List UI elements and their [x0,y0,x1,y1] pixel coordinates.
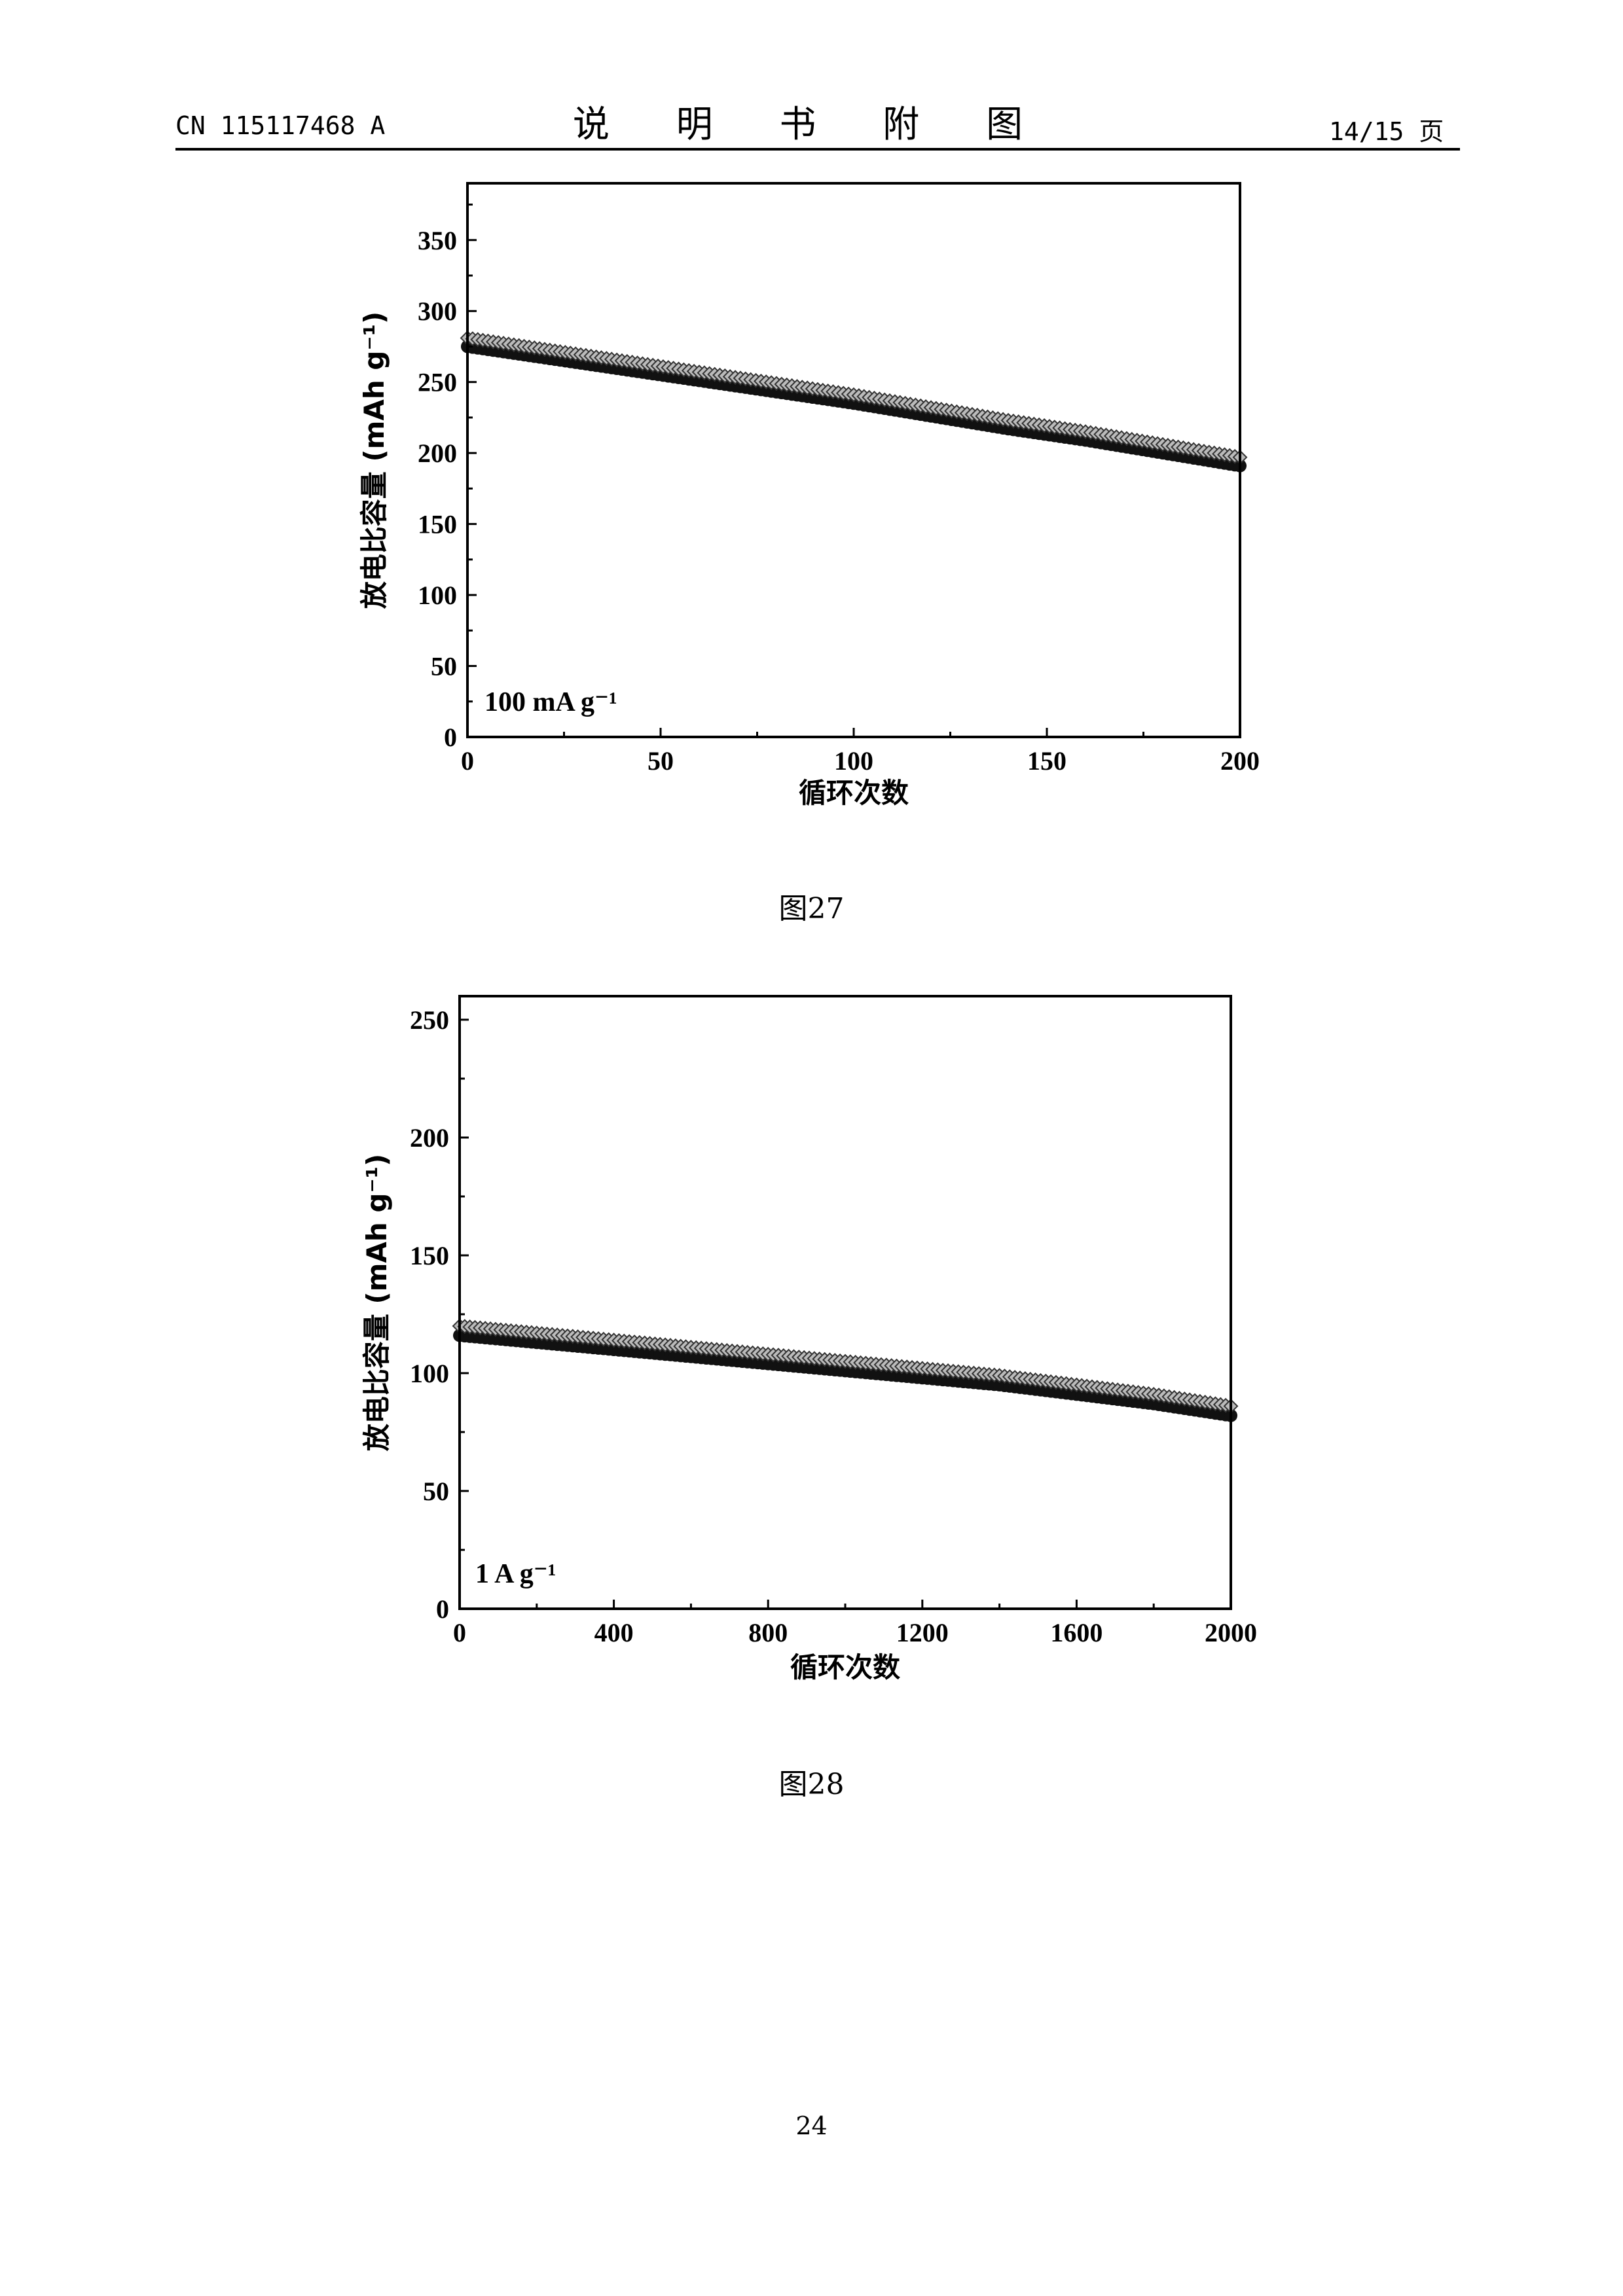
header-divider [175,148,1460,151]
chart-points [460,331,1248,473]
chart-figure-27: 0 50 100 150 200 0 50 100 150 200 250 300 350 100 m… [358,182,1260,809]
y-tick-label: 250 [410,1005,449,1035]
x-tick-label: 1200 [896,1618,949,1647]
y-axis-title: 放电比容量 (mAh g⁻¹) [361,1154,393,1451]
y-axis-title: 放电比容量 (mAh g⁻¹) [358,312,390,609]
x-tick-label: 1600 [1050,1618,1103,1647]
chart-annotation: 100 mA g⁻¹ [484,687,617,717]
y-tick-label: 250 [418,368,457,397]
x-tick-label: 50 [647,746,674,776]
y-tick-label: 350 [418,226,457,255]
y-tick-label: 200 [418,439,457,468]
page-number: 24 [795,2111,828,2140]
y-tick-label: 300 [418,296,457,326]
page-title: 说 明 书 附 图 [572,103,1051,146]
x-tick-label: 150 [1027,746,1067,776]
page-reference: 14/15 页 [1329,117,1444,146]
chart-points [452,1318,1239,1422]
y-tick-label: 150 [410,1241,449,1270]
y-tick-label: 100 [410,1359,449,1388]
y-axis-ticks: 0 50 100 150 200 250 [410,1005,469,1624]
x-axis-ticks: 0 400 800 1200 1600 2000 [453,1600,1257,1647]
y-tick-label: 100 [418,581,457,610]
plot-frame [466,182,1241,738]
y-tick-label: 50 [431,652,457,681]
x-tick-label: 2000 [1205,1618,1257,1647]
figure-caption-27: 图27 [778,892,845,925]
document-number: CN 115117468 A [175,111,386,140]
x-axis-title: 循环次数 [790,1651,900,1683]
x-tick-label: 0 [461,746,474,776]
x-tick-label: 800 [748,1618,788,1647]
y-tick-label: 0 [444,723,457,752]
x-tick-label: 400 [594,1618,634,1647]
x-tick-label: 200 [1220,746,1260,776]
y-tick-label: 50 [423,1477,449,1506]
chart-annotation: 1 A g⁻¹ [475,1559,556,1589]
x-axis-title: 循环次数 [799,777,909,809]
y-tick-label: 150 [418,510,457,539]
y-tick-label: 200 [410,1123,449,1153]
plot-frame [458,995,1232,1610]
x-tick-label: 100 [834,746,873,776]
y-tick-label: 0 [436,1594,449,1624]
x-tick-label: 0 [453,1618,466,1647]
y-axis-ticks: 0 50 100 150 200 250 300 350 [418,204,477,752]
figure-caption-28: 图28 [778,1768,845,1801]
x-axis-ticks: 0 50 100 150 200 [461,728,1260,776]
chart-figure-28: 0 400 800 1200 1600 2000 0 50 100 150 200 250 1 A … [361,995,1257,1683]
